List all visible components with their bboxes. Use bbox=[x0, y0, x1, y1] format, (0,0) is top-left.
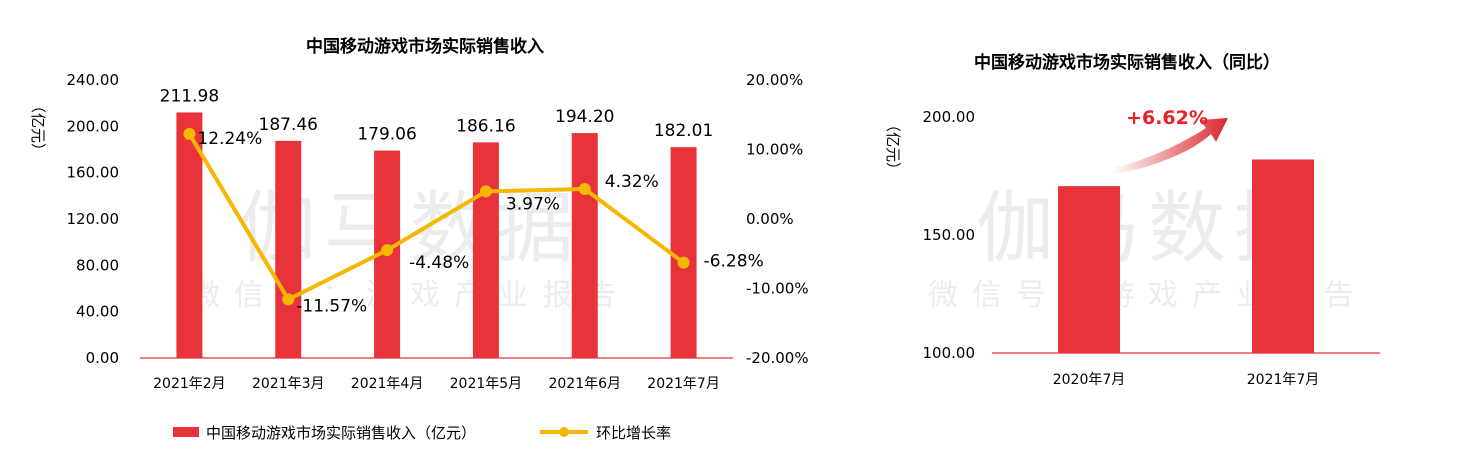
watermark-sub-left: 微信号：游戏产业报告 bbox=[190, 278, 630, 313]
x-tick-label: 2020年7月 bbox=[1053, 372, 1126, 388]
legend-line-label: 环比增长率 bbox=[596, 424, 671, 442]
right-chart-y-tick-label: 150.00 bbox=[923, 226, 976, 244]
right-chart-y-tick-label: 200.00 bbox=[923, 108, 976, 126]
right-y-tick-label: -20.00% bbox=[746, 349, 809, 367]
right-y-axis-label: （亿元） bbox=[884, 117, 902, 177]
growth-rate-label: -6.28% bbox=[704, 252, 764, 272]
x-tick-label: 2021年7月 bbox=[1247, 372, 1320, 388]
growth-rate-point bbox=[479, 185, 492, 198]
left-y-tick-label: 80.00 bbox=[76, 256, 119, 274]
bar bbox=[670, 147, 697, 358]
growth-rate-label: 3.97% bbox=[506, 194, 560, 214]
bar-data-label: 186.16 bbox=[456, 116, 515, 136]
left-y-tick-label: 0.00 bbox=[86, 349, 119, 367]
growth-rate-label: -11.57% bbox=[296, 296, 367, 316]
left-y-tick-label: 200.00 bbox=[67, 117, 120, 135]
growth-rate-point bbox=[381, 244, 394, 257]
bar bbox=[472, 142, 499, 358]
right-chart-title: 中国移动游戏市场实际销售收入（同比） bbox=[974, 52, 1280, 73]
x-tick-label: 2021年5月 bbox=[450, 376, 523, 392]
x-tick-label: 2021年4月 bbox=[351, 376, 424, 392]
x-tick-label: 2021年7月 bbox=[647, 376, 720, 392]
x-tick-label: 2021年6月 bbox=[548, 376, 621, 392]
right-y-tick-label: 10.00% bbox=[746, 141, 803, 159]
growth-rate-label: 12.24% bbox=[197, 129, 262, 149]
bar-data-label: 211.98 bbox=[160, 86, 219, 106]
growth-rate-label: 4.32% bbox=[605, 172, 659, 192]
growth-rate-label: -4.48% bbox=[409, 253, 469, 273]
right-chart: 100.00 150.00 200.00 2020年7月 2021年7月 bbox=[923, 108, 1380, 388]
left-chart: 0.00 40.00 80.00 120.00 160.00 200.00 240.00 -2… bbox=[67, 71, 809, 392]
bar-data-label: 179.06 bbox=[357, 125, 416, 145]
right-y-tick-label: 20.00% bbox=[746, 71, 803, 89]
growth-rate-point bbox=[677, 256, 690, 269]
legend-bar-label: 中国移动游戏市场实际销售收入（亿元） bbox=[206, 424, 476, 442]
growth-rate-line bbox=[187, 132, 685, 302]
left-y-tick-label: 120.00 bbox=[67, 210, 120, 228]
growth-rate-point bbox=[183, 127, 196, 140]
growth-arrow-icon bbox=[1112, 118, 1228, 174]
right-chart-y-tick-label: 100.00 bbox=[923, 344, 976, 362]
bar-data-label: 187.46 bbox=[259, 115, 318, 135]
legend-line-marker bbox=[559, 427, 569, 437]
x-tick-label: 2021年3月 bbox=[252, 376, 325, 392]
growth-rate-point bbox=[282, 293, 295, 306]
bar bbox=[571, 133, 598, 358]
left-y-tick-label: 240.00 bbox=[67, 71, 120, 89]
bar bbox=[1252, 159, 1314, 353]
bar-data-label: 194.20 bbox=[555, 107, 614, 127]
left-y-axis-label: （亿元） bbox=[29, 98, 47, 158]
bar-data-label: 182.01 bbox=[654, 121, 713, 141]
growth-rate-point bbox=[578, 182, 591, 195]
bar bbox=[1058, 186, 1120, 353]
left-y-tick-label: 160.00 bbox=[67, 164, 120, 182]
legend-bar-swatch bbox=[173, 427, 199, 437]
left-y-tick-label: 40.00 bbox=[76, 303, 119, 321]
left-chart-title: 中国移动游戏市场实际销售收入 bbox=[306, 36, 544, 57]
x-tick-label: 2021年2月 bbox=[153, 376, 226, 392]
right-y-tick-label: -10.00% bbox=[746, 280, 809, 298]
bar bbox=[176, 112, 203, 358]
right-y-tick-label: 0.00% bbox=[746, 210, 794, 228]
bar bbox=[275, 140, 302, 358]
growth-annotation: +6.62% bbox=[1126, 107, 1208, 129]
